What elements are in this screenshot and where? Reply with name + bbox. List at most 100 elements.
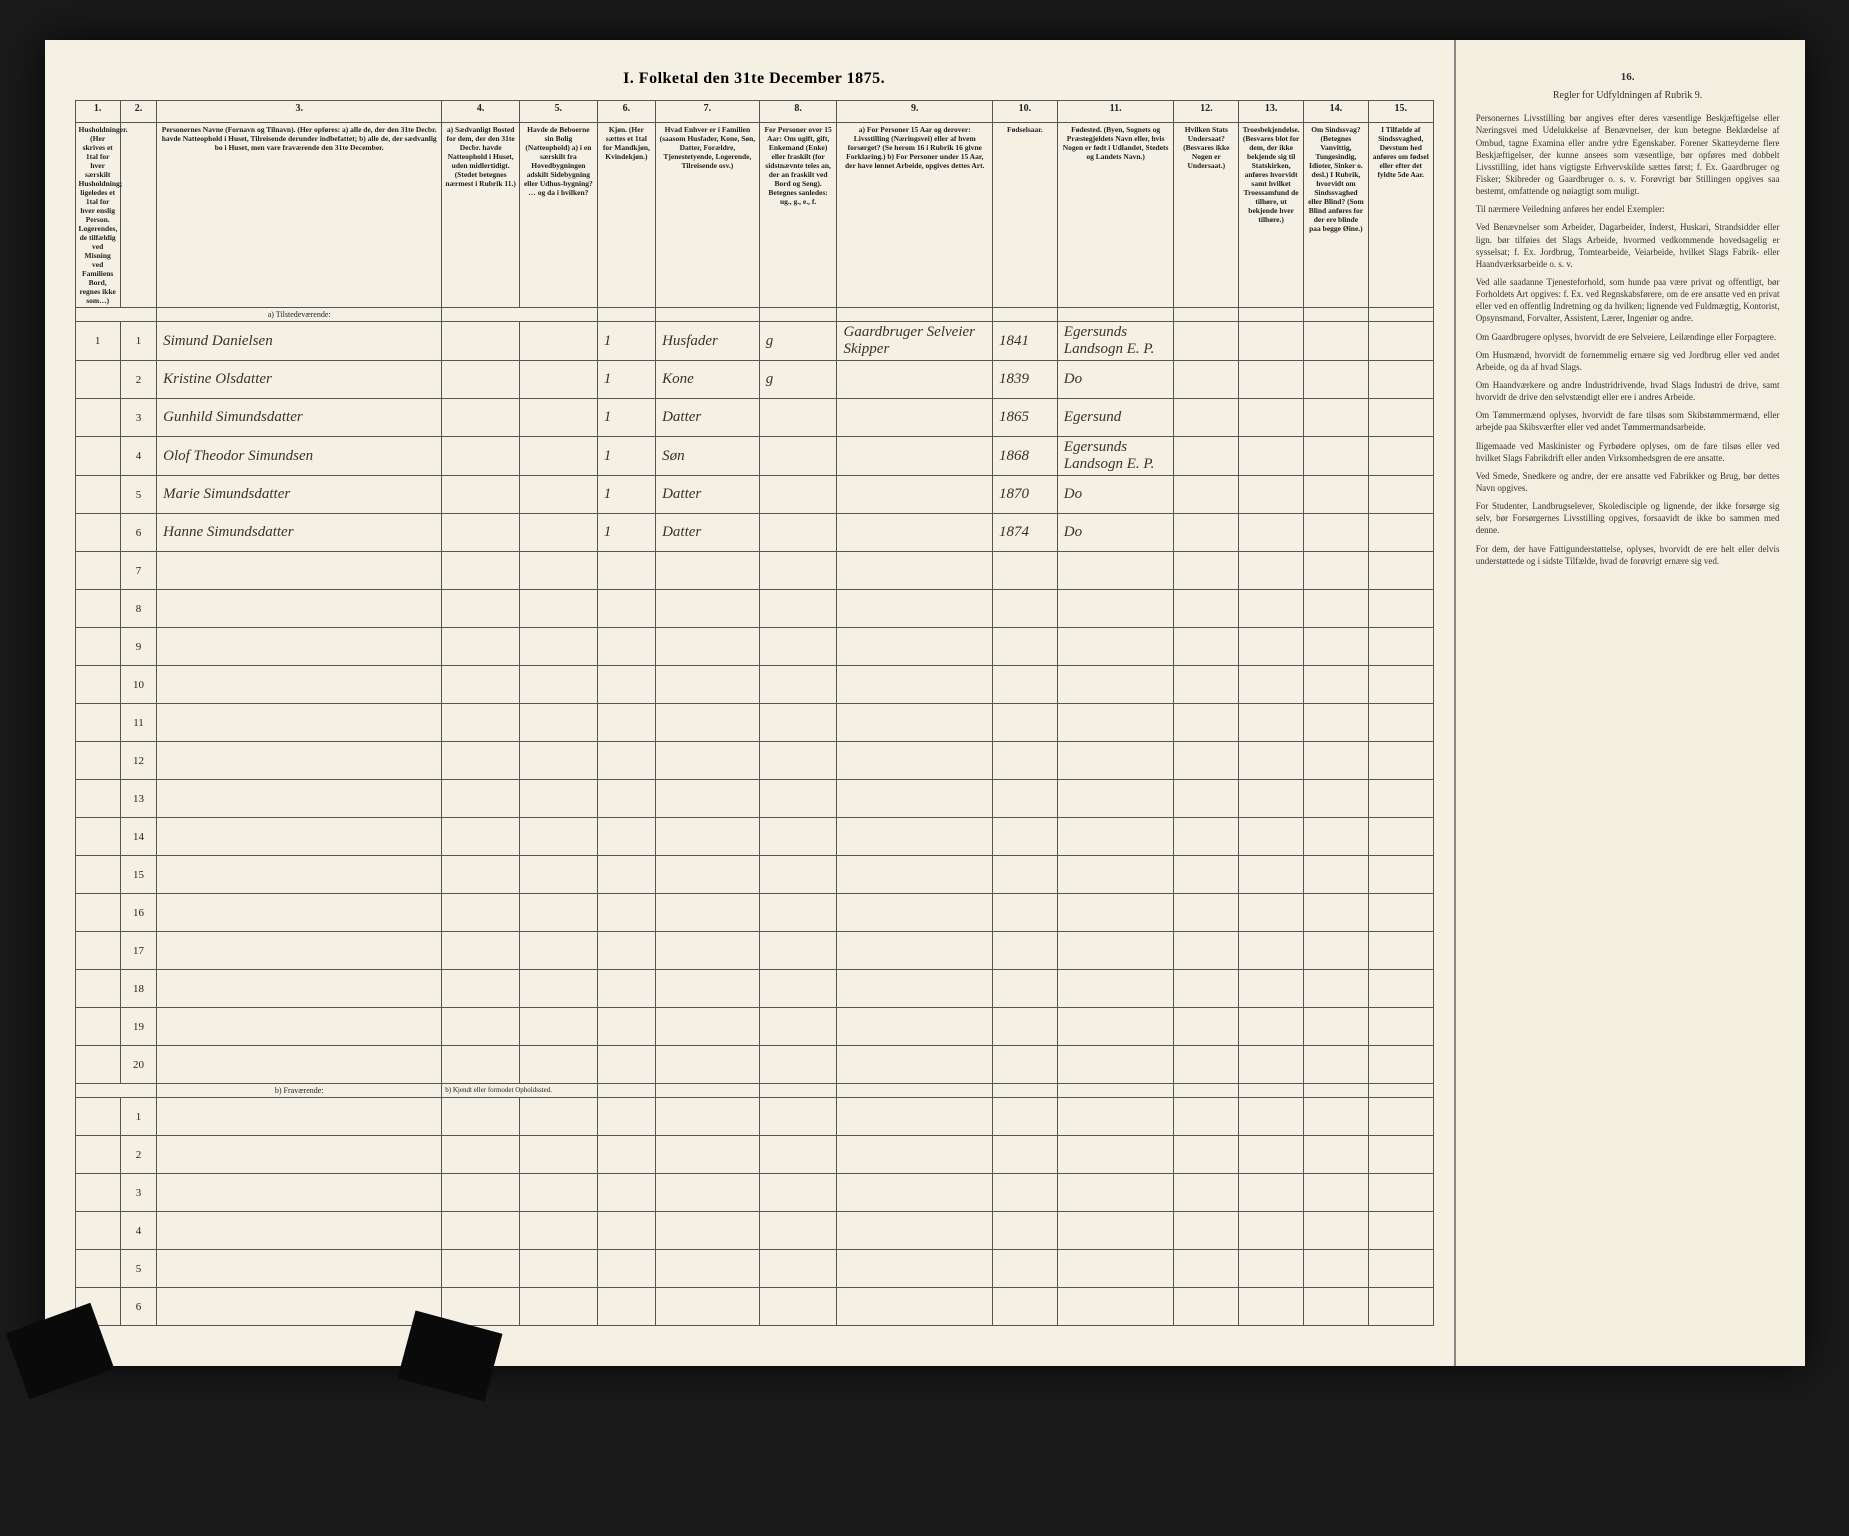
- column-header: a) Sædvanligt Bosted for dem, der den 31…: [442, 123, 520, 308]
- census-table: 1.2.3.4.5.6.7.8.9.10.11.12.13.14.15. Hus…: [75, 100, 1434, 1326]
- cell: Egersunds Landsogn E. P.: [1057, 322, 1174, 361]
- cell: [1239, 476, 1304, 514]
- cell: [520, 514, 598, 552]
- cell: Husfader: [656, 322, 760, 361]
- cell: [1239, 361, 1304, 399]
- column-header: Kjøn. (Her sættes et 1tal for Mandkjøn, …: [597, 123, 655, 308]
- table-row-empty: 5: [75, 1250, 1433, 1288]
- column-header: Husholdninger. (Her skrives et 1tal for …: [75, 123, 120, 308]
- column-header: Fødested. (Byen, Sognets og Præstegjelde…: [1057, 123, 1174, 308]
- table-row: 3Gunhild Simundsdatter1Datter1865Egersun…: [75, 399, 1433, 437]
- cell: [1368, 514, 1433, 552]
- section-row: b) Fraværende:b) Kjendt eller formodet O…: [75, 1084, 1433, 1098]
- cell: [1239, 514, 1304, 552]
- cell: [442, 399, 520, 437]
- cell: Do: [1057, 514, 1174, 552]
- table-row-empty: 4: [75, 1212, 1433, 1250]
- cell: [75, 476, 120, 514]
- cell: [1368, 322, 1433, 361]
- cell: 4: [120, 437, 156, 476]
- table-row-empty: 1: [75, 1098, 1433, 1136]
- cell: 2: [120, 361, 156, 399]
- cell: 3: [120, 399, 156, 437]
- cell: [520, 399, 598, 437]
- table-row-empty: 13: [75, 780, 1433, 818]
- table-row-empty: 12: [75, 742, 1433, 780]
- cell: Søn: [656, 437, 760, 476]
- cell: [1304, 514, 1369, 552]
- rules-paragraph: For Studenter, Landbrugselever, Skoledis…: [1476, 500, 1780, 536]
- rules-paragraph: Om Haandværkere og andre Industridrivend…: [1476, 379, 1780, 403]
- cell: [1304, 322, 1369, 361]
- table-row-empty: 10: [75, 666, 1433, 704]
- column-number: 3.: [157, 101, 442, 123]
- table-row: 5Marie Simundsdatter 1Datter 1870Do: [75, 476, 1433, 514]
- column-number: 2.: [120, 101, 156, 123]
- cell: [442, 437, 520, 476]
- cell: Gunhild Simundsdatter: [157, 399, 442, 437]
- cell: 1: [597, 322, 655, 361]
- table-row-empty: 8: [75, 590, 1433, 628]
- cell: [1239, 399, 1304, 437]
- cell: [1174, 399, 1239, 437]
- cell: [1368, 476, 1433, 514]
- cell: Datter: [656, 476, 760, 514]
- rules-paragraph: For dem, der have Fattigunderstøttelse, …: [1476, 543, 1780, 567]
- rules-paragraph: Om Husmænd, hvorvidt de fornemmelig ernæ…: [1476, 349, 1780, 373]
- cell: [1368, 437, 1433, 476]
- cell: Olof Theodor Simundsen: [157, 437, 442, 476]
- cell: 1839: [993, 361, 1058, 399]
- rules-paragraph: Til nærmere Veiledning anføres her endel…: [1476, 203, 1780, 215]
- rules-paragraph: Iligemaade ved Maskinister og Fyrbødere …: [1476, 440, 1780, 464]
- table-row-empty: 9: [75, 628, 1433, 666]
- table-row-empty: 2: [75, 1136, 1433, 1174]
- cell: 1870: [993, 476, 1058, 514]
- cell: [759, 399, 837, 437]
- column-header: a) For Personer 15 Aar og derover: Livss…: [837, 123, 993, 308]
- cell: [1174, 322, 1239, 361]
- cell: 5: [120, 476, 156, 514]
- column-header: I Tilfælde af Sindssvaghed, Døvstum hed …: [1368, 123, 1433, 308]
- cell: Datter: [656, 514, 760, 552]
- column-header: Personernes Navne (Fornavn og Tilnavn). …: [157, 123, 442, 308]
- cell: g: [759, 361, 837, 399]
- column-number: 14.: [1304, 101, 1369, 123]
- column-header: Hvilken Stats Undersaat? (Besvares ikke …: [1174, 123, 1239, 308]
- cell: 1: [597, 437, 655, 476]
- column-number: 15.: [1368, 101, 1433, 123]
- cell: Egersund: [1057, 399, 1174, 437]
- cell: 1: [597, 514, 655, 552]
- cell: [520, 322, 598, 361]
- cell: 1: [597, 476, 655, 514]
- table-row-empty: 18: [75, 970, 1433, 1008]
- table-row-empty: 20: [75, 1046, 1433, 1084]
- column-number: 5.: [520, 101, 598, 123]
- cell: 1: [75, 322, 120, 361]
- cell: [837, 437, 993, 476]
- rules-paragraph: Ved Benævnelser som Arbeider, Dagarbeide…: [1476, 221, 1780, 270]
- column-number: 10.: [993, 101, 1058, 123]
- cell: 1841: [993, 322, 1058, 361]
- table-row: 11Simund Danielsen1HusfadergGaardbruger …: [75, 322, 1433, 361]
- cell: Do: [1057, 361, 1174, 399]
- cell: 1865: [993, 399, 1058, 437]
- column-header: [120, 123, 156, 308]
- left-page: I. Folketal den 31te December 1875. 1.2.…: [45, 40, 1456, 1366]
- cell: Marie Simundsdatter: [157, 476, 442, 514]
- cell: Do: [1057, 476, 1174, 514]
- table-row-empty: 15: [75, 856, 1433, 894]
- cell: [442, 361, 520, 399]
- cell: [1174, 437, 1239, 476]
- cell: [75, 361, 120, 399]
- cell: [837, 476, 993, 514]
- cell: [1368, 361, 1433, 399]
- table-body: a) Tilstedeværende:11Simund Danielsen1Hu…: [75, 308, 1433, 1326]
- column-number: 7.: [656, 101, 760, 123]
- column-header: Havde de Beboerne sin Bolig (Natteophold…: [520, 123, 598, 308]
- column-number: 6.: [597, 101, 655, 123]
- cell: [1174, 361, 1239, 399]
- cell: [1304, 476, 1369, 514]
- column-number: 4.: [442, 101, 520, 123]
- table-row-empty: 16: [75, 894, 1433, 932]
- cell: [1304, 437, 1369, 476]
